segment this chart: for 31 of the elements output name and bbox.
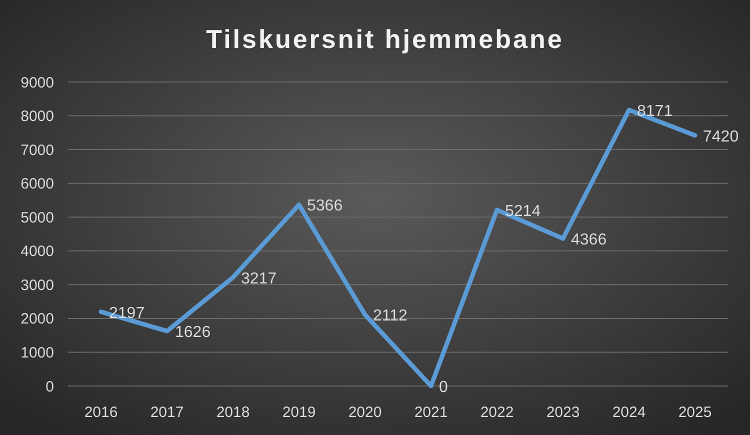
data-label: 5366: [307, 198, 343, 215]
y-tick-label: 4000: [20, 243, 54, 260]
data-label: 1626: [175, 324, 211, 342]
data-label: 5214: [505, 202, 541, 220]
data-label: 2112: [373, 308, 408, 325]
data-label: 2197: [109, 304, 145, 322]
x-tick-label: 2019: [282, 404, 316, 421]
data-label: 7420: [703, 128, 739, 146]
x-tick-label: 2023: [546, 404, 580, 421]
y-tick-label: 7000: [20, 142, 54, 159]
x-tick-label: 2025: [678, 404, 712, 421]
data-label: 4366: [571, 232, 607, 249]
y-tick-label: 1000: [20, 344, 54, 362]
y-tick-label: 3000: [20, 276, 54, 294]
x-tick-label: 2017: [150, 404, 184, 421]
y-tick-label: 6000: [20, 176, 54, 193]
x-tick-label: 2021: [414, 404, 448, 421]
chart-title: Tilskuersnit hjemmebane: [206, 24, 564, 54]
y-tick-label: 2000: [20, 310, 54, 328]
y-tick-label: 9000: [20, 74, 54, 92]
data-label: 8171: [637, 103, 673, 120]
x-tick-label: 2022: [480, 404, 514, 421]
y-tick-label: 5000: [20, 209, 54, 226]
x-tick-label: 2016: [84, 404, 118, 421]
data-label: 0: [439, 379, 448, 396]
x-tick-label: 2020: [348, 404, 382, 421]
x-tick-label: 2024: [612, 404, 646, 421]
x-tick-label: 2018: [216, 404, 250, 421]
y-tick-label: 0: [46, 378, 54, 396]
data-label: 3217: [241, 270, 277, 288]
y-tick-label: 8000: [20, 108, 54, 126]
